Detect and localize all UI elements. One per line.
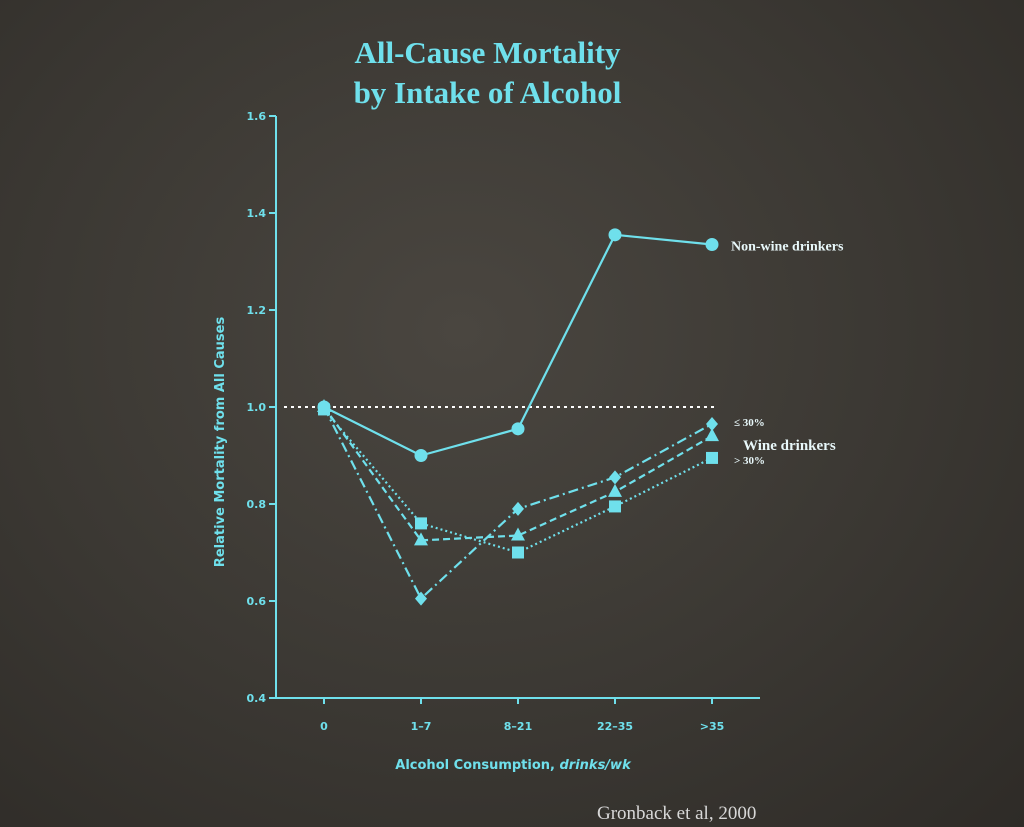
data-point-circle — [414, 449, 428, 462]
data-point-square — [415, 517, 427, 530]
y-tick-label: 0.8 — [247, 498, 267, 511]
data-point-diamond — [609, 470, 621, 485]
series-label: ≤ 30% — [734, 417, 765, 429]
y-tick-label: 1.2 — [247, 304, 267, 317]
series-label: Non-wine drinkers — [731, 240, 844, 255]
data-point-diamond — [512, 501, 524, 516]
chart-title-line-2: by Intake of Alcohol — [353, 75, 622, 110]
series-label: Wine drinkers — [743, 438, 836, 454]
chart-title-line-1: All-Cause Mortality — [354, 35, 621, 70]
citation: Gronback et al, 2000 — [597, 803, 757, 824]
y-tick-label: 0.6 — [247, 595, 267, 608]
x-axis-label: Alcohol Consumption, drinks/wk — [395, 758, 632, 773]
data-point-square — [318, 403, 330, 416]
data-point-diamond — [415, 591, 427, 606]
data-point-square — [706, 451, 718, 464]
data-point-circle — [608, 228, 622, 242]
label-group: Non-wine drinkers ≤ 30% Wine drinkers> 30% — [731, 240, 844, 467]
series-circle — [317, 228, 719, 462]
data-point-diamond — [706, 416, 718, 431]
data-point-triangle — [608, 483, 622, 497]
x-tick-label: 1–7 — [411, 720, 432, 733]
data-point-triangle — [705, 428, 719, 442]
data-point-circle — [705, 238, 719, 252]
y-axis-label: Relative Mortality from All Causes — [213, 317, 228, 568]
series-square — [318, 403, 718, 559]
data-point-triangle — [511, 527, 525, 541]
data-point-square — [609, 500, 621, 513]
data-point-triangle — [414, 532, 428, 546]
y-tick-label: 1.6 — [247, 110, 267, 123]
x-tick-label: >35 — [700, 720, 725, 733]
x-tick-label: 22–35 — [597, 720, 633, 733]
y-tick-label: 1.0 — [247, 401, 267, 414]
series-label: > 30% — [734, 455, 765, 467]
y-tick-label: 0.4 — [247, 692, 267, 705]
chart-axes: 0.4 0.6 0.8 1.0 1.2 1.4 1.6 0 1–7 8–21 22–35 >35 Alc… — [213, 110, 760, 773]
y-tick-label: 1.4 — [247, 207, 267, 220]
x-tick-label: 8–21 — [504, 720, 532, 733]
data-point-circle — [511, 422, 525, 436]
series-triangle — [317, 399, 719, 546]
data-point-square — [512, 546, 524, 559]
x-tick-label: 0 — [320, 720, 328, 733]
series-group — [317, 228, 719, 606]
